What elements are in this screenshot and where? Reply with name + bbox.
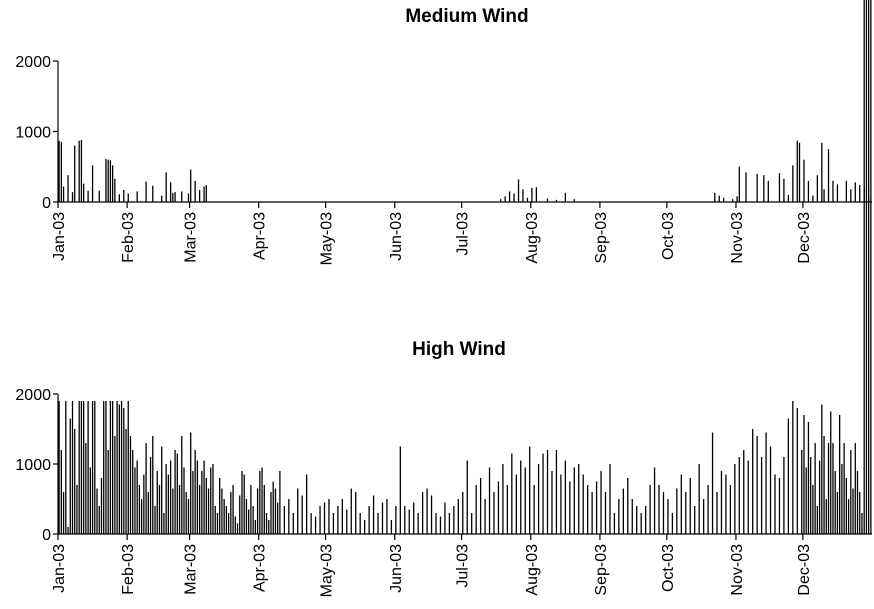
x-tick-group: Jan-03 Feb-03 Mar-03 Apr-03 May-03 Jun-03 Jul-… — [51, 534, 813, 597]
panel-medium-wind: Medium Wind 0 1000 2000 Jan-03 Feb-03 Mar-03… — [15, 6, 872, 265]
y-tick-label: 0 — [42, 195, 51, 212]
x-tick-label: Aug-03 — [524, 212, 541, 264]
x-tick-label: Aug-03 — [524, 544, 541, 596]
x-tick-label: Oct-03 — [660, 544, 677, 592]
x-tick-label: May-03 — [319, 544, 336, 597]
x-tick-label: Oct-03 — [660, 212, 677, 260]
chart-title-high-wind: High Wind — [412, 339, 506, 360]
x-tick-label: Dec-03 — [796, 212, 813, 264]
x-tick-label: Jan-03 — [51, 212, 68, 261]
y-tick-group: 0 1000 2000 — [15, 387, 58, 544]
y-tick-group: 0 1000 2000 — [15, 54, 58, 212]
y-tick-label: 0 — [42, 527, 51, 544]
x-tick-label: Jan-03 — [51, 544, 68, 593]
x-tick-label: Nov-03 — [729, 212, 746, 264]
x-tick-label: Feb-03 — [120, 212, 137, 263]
x-tick-label: Apr-03 — [252, 212, 269, 260]
x-tick-label: Mar-03 — [183, 212, 200, 263]
x-tick-group: Jan-03 Feb-03 Mar-03 Apr-03 May-03 Jun-03 Jul-… — [51, 202, 813, 265]
x-tick-label: Jun-03 — [388, 212, 405, 261]
panel-high-wind: High Wind 0 1000 2000 Jan-03 Feb-03 Mar-03 Ap… — [15, 0, 872, 597]
x-tick-label: Mar-03 — [183, 544, 200, 595]
x-tick-label: Jun-03 — [388, 544, 405, 593]
x-tick-label: Feb-03 — [120, 544, 137, 595]
y-tick-label: 1000 — [15, 457, 51, 474]
bar-group — [58, 139, 870, 202]
y-tick-label: 2000 — [15, 387, 51, 404]
x-tick-label: Jul-03 — [455, 544, 472, 588]
x-tick-label: Apr-03 — [252, 544, 269, 592]
x-tick-label: May-03 — [319, 212, 336, 265]
x-tick-label: Jul-03 — [455, 212, 472, 256]
x-tick-label: Sep-03 — [593, 544, 610, 596]
x-tick-label: Dec-03 — [796, 544, 813, 596]
chart-title-medium-wind: Medium Wind — [405, 6, 528, 27]
y-tick-label: 1000 — [15, 125, 51, 142]
x-tick-label: Nov-03 — [729, 544, 746, 596]
y-tick-label: 2000 — [15, 54, 51, 71]
x-tick-label: Sep-03 — [593, 212, 610, 264]
bar-group — [58, 0, 872, 534]
